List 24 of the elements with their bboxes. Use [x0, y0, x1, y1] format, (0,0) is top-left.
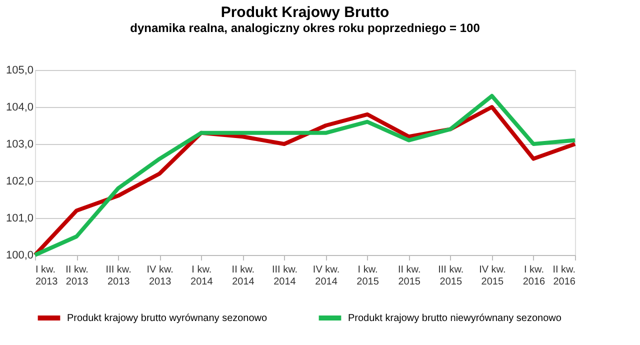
x-tick-label: I kw. 2015: [356, 264, 380, 288]
x-tick-label: I kw. 2014: [190, 264, 214, 288]
y-tick-label: 103,0: [6, 138, 34, 150]
x-tick-label: I kw. 2013: [36, 264, 58, 288]
chart-subtitle: dynamika realna, analogiczny okres roku poprzedniego = 100: [130, 21, 480, 35]
y-tick-label: 100,0: [6, 250, 34, 262]
x-tick-label: IV kw. 2014: [312, 264, 340, 288]
x-tick-label: II kw. 2013: [66, 264, 89, 288]
legend-label: Produkt krajowy brutto wyrównany sezonowo: [67, 313, 268, 324]
x-tick-label: III kw. 2015: [438, 264, 464, 288]
y-tick-label: 102,0: [6, 176, 34, 188]
chart-title: Produkt Krajowy Brutto: [220, 4, 390, 21]
legend-label: Produkt krajowy brutto niewyrównany sezonowo: [348, 313, 562, 324]
x-tick-label: I kw. 2016: [522, 264, 546, 288]
x-tick-label: II kw. 2014: [232, 264, 255, 288]
y-tick-label: 104,0: [6, 102, 34, 114]
y-tick-label: 101,0: [6, 212, 34, 224]
x-tick-label: II kw. 2015: [398, 264, 421, 288]
y-tick-label: 105,0: [6, 64, 34, 76]
x-tick-label: IV kw. 2015: [479, 264, 506, 288]
x-tick-label: III kw. 2013: [106, 264, 132, 288]
x-tick-label: IV kw. 2013: [146, 264, 174, 288]
x-tick-label: III kw. 2014: [272, 264, 298, 288]
x-tick-label: II kw. 2016: [552, 264, 576, 288]
